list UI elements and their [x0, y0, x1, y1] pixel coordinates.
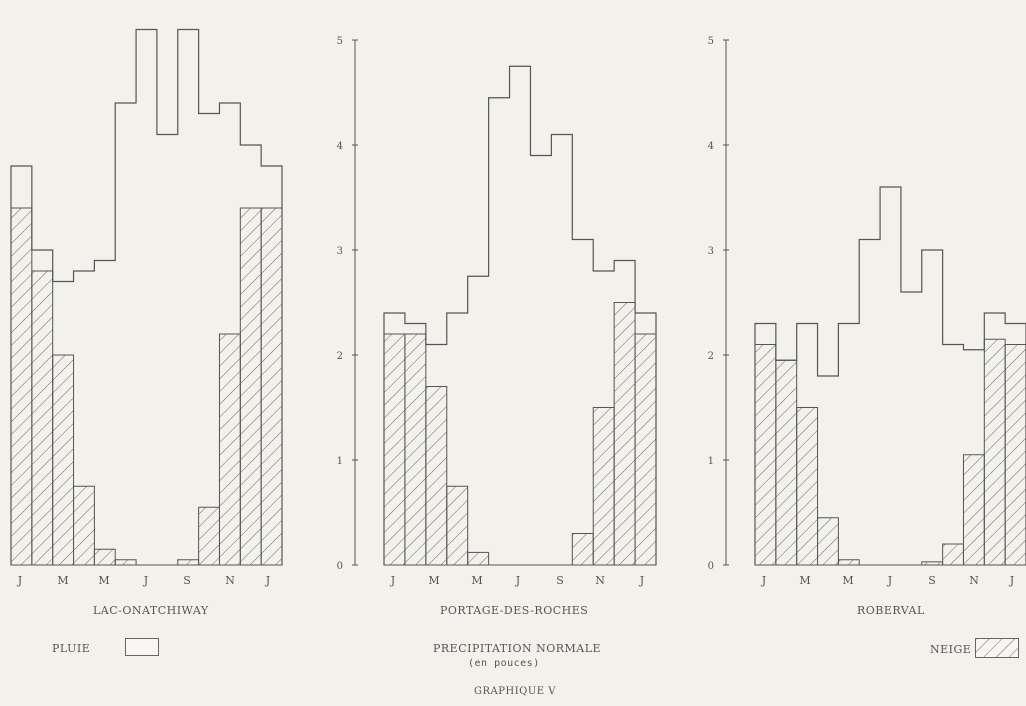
y-tick-label: 0	[337, 561, 343, 572]
legend-swatch-pluie	[125, 638, 159, 656]
x-tick-label: M	[428, 574, 439, 587]
chart-title-roberval: ROBERVAL	[857, 604, 925, 617]
x-tick-label: J	[390, 574, 395, 587]
snow-bar	[425, 386, 448, 566]
y-tick-label: 4	[337, 141, 343, 152]
chart-title-lac-onatchiway: LAC-ONATCHIWAY	[93, 604, 209, 617]
x-tick-label: M	[799, 574, 810, 587]
y-tick-label: 2	[337, 351, 343, 362]
snow-bar	[10, 207, 33, 566]
snow-bar	[73, 485, 95, 566]
y-tick-label: 0	[708, 561, 714, 572]
figure-label: GRAPHIQUE V	[474, 686, 556, 697]
snow-bar	[446, 485, 469, 566]
x-tick-label: J	[515, 574, 520, 587]
snow-bar	[31, 270, 54, 566]
y-tick-label: 5	[337, 36, 343, 47]
panel-2: J M M J S N J 0 1 2 3 4 5	[708, 36, 1026, 587]
x-tick-label: M	[471, 574, 482, 587]
snow-bar	[817, 517, 839, 566]
snow-bar	[613, 302, 636, 566]
snow-bar	[239, 207, 262, 566]
precipitation-outline	[10, 28, 283, 565]
x-tick-label: S	[183, 574, 191, 587]
y-tick-label: 4	[708, 141, 714, 152]
snow-bar	[754, 344, 777, 566]
snow-bar	[93, 548, 116, 566]
y-tick-label: 3	[337, 246, 343, 257]
panel-1: J M M J S N J 0 1 2 3 4 5	[337, 36, 657, 587]
x-tick-label: J	[143, 574, 148, 587]
x-tick-label: N	[225, 574, 235, 587]
snow-bar	[218, 333, 241, 566]
x-tick-label: M	[98, 574, 109, 587]
x-tick-label: J	[639, 574, 644, 587]
snow-bar	[634, 333, 657, 566]
snow-bar	[775, 359, 798, 566]
x-tick-label: M	[842, 574, 853, 587]
snow-bar	[571, 533, 594, 566]
chart-title-portage-des-roches: PORTAGE-DES-ROCHES	[440, 604, 589, 617]
snow-bar	[837, 559, 860, 566]
snow-bar	[467, 551, 490, 566]
snow-bar	[260, 207, 283, 566]
snow-bar	[198, 506, 220, 566]
legend-swatch-neige	[975, 638, 1019, 658]
precipitation-outline	[383, 65, 657, 565]
snow-bar	[942, 543, 964, 566]
y-tick-label: 2	[708, 351, 714, 362]
legend-label-neige: NEIGE	[930, 643, 972, 656]
snow-bar	[962, 454, 985, 566]
x-tick-label: J	[887, 574, 892, 587]
precipitation-outline	[754, 186, 1026, 565]
x-tick-label: J	[1009, 574, 1014, 587]
x-tick-label: J	[17, 574, 22, 587]
snow-bar	[983, 338, 1006, 566]
snow-bar	[383, 333, 406, 566]
y-tick-label: 1	[708, 456, 714, 467]
snow-bar	[114, 559, 137, 566]
x-tick-label: S	[928, 574, 936, 587]
x-tick-label: J	[761, 574, 766, 587]
x-tick-label: S	[556, 574, 564, 587]
x-tick-label: N	[595, 574, 605, 587]
snow-bar	[52, 354, 75, 566]
y-tick-label: 1	[337, 456, 343, 467]
x-tick-label: N	[969, 574, 979, 587]
snow-bar	[796, 407, 819, 566]
x-tick-label: M	[57, 574, 68, 587]
snow-bar	[177, 559, 200, 566]
legend-label-pluie: PLUIE	[52, 642, 91, 655]
y-tick-label: 5	[708, 36, 714, 47]
x-tick-label: J	[265, 574, 270, 587]
y-tick-label: 3	[708, 246, 714, 257]
snow-bar	[404, 333, 427, 566]
snow-bar	[592, 407, 615, 566]
snow-bar	[1004, 344, 1026, 566]
caption-units: (en pouces)	[468, 658, 540, 669]
caption-title: PRECIPITATION NORMALE	[433, 642, 602, 655]
